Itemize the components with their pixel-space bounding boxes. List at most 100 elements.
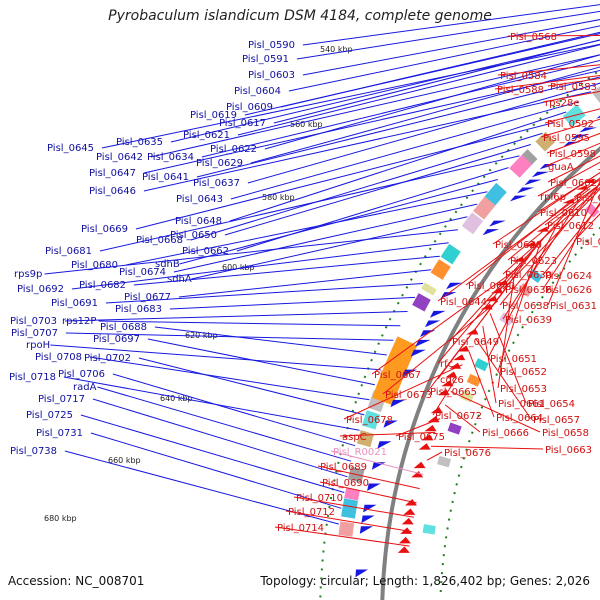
accession-text: Accession: NC_008701 bbox=[8, 574, 144, 588]
feature-block bbox=[351, 489, 353, 499]
leader-line-left bbox=[155, 327, 387, 355]
leader-line-left bbox=[72, 243, 449, 289]
gene-label-left: Pisl_0650 bbox=[170, 230, 217, 241]
forward-gene-arrow bbox=[532, 172, 549, 178]
gene-label-left: rpoH bbox=[26, 340, 50, 351]
gene-label-right: Pisl_0653 bbox=[500, 384, 547, 395]
feature-block bbox=[447, 248, 456, 261]
reverse-gene-arrow bbox=[403, 509, 415, 515]
gene-label-right: Pisl_0616 bbox=[576, 237, 600, 248]
gene-label-left: Pisl_0680 bbox=[71, 260, 118, 271]
leader-line-left bbox=[174, 204, 477, 272]
gene-label-left: Pisl_0646 bbox=[89, 186, 136, 197]
gene-label-right: Pisl_0644 bbox=[440, 297, 487, 308]
forward-gene-arrow bbox=[483, 229, 500, 235]
gene-label-right: Pisl_0666 bbox=[482, 428, 529, 439]
gene-label-left: Pisl_0681 bbox=[45, 246, 92, 257]
gene-label-right: Pisl_0640 bbox=[468, 281, 515, 292]
feature-block-inner bbox=[480, 361, 484, 369]
leader-line-left bbox=[148, 339, 375, 385]
gene-label-right: Pisl_0588 bbox=[497, 85, 544, 96]
gene-label-right: rps28e bbox=[545, 98, 580, 109]
forward-gene-arrow bbox=[361, 516, 374, 524]
feature-block-inner bbox=[589, 207, 595, 213]
feature-block-inner bbox=[472, 376, 476, 384]
forward-gene-arrow bbox=[517, 188, 534, 194]
gene-label-left: Pisl_0725 bbox=[26, 410, 73, 421]
gene-label-left: rps12P bbox=[62, 316, 96, 327]
gene-label-left: Pisl_0603 bbox=[248, 70, 295, 81]
gene-label-right: Pisl_0568 bbox=[510, 32, 557, 43]
feature-block bbox=[468, 217, 478, 231]
gene-label-left: Pisl_0692 bbox=[17, 284, 64, 295]
reverse-gene-arrow bbox=[414, 462, 426, 468]
gene-label-left: Pisl_0691 bbox=[51, 298, 98, 309]
gene-label-left: Pisl_0642 bbox=[96, 152, 143, 163]
reverse-gene-arrow bbox=[425, 425, 437, 431]
gene-label-left: Pisl_0634 bbox=[147, 152, 194, 163]
gene-label-left: Pisl_0617 bbox=[219, 118, 266, 129]
gene-label-left: Pisl_0688 bbox=[100, 322, 147, 333]
gene-label-left: Pisl_0674 bbox=[119, 267, 166, 278]
forward-gene-arrow bbox=[510, 196, 527, 202]
gene-label-right: Pisl_0676 bbox=[444, 448, 491, 459]
scale-label: 680 kbp bbox=[44, 514, 77, 523]
gene-label-left: Pisl_0637 bbox=[193, 178, 240, 189]
leader-line-left bbox=[100, 156, 520, 251]
gene-label-left: Pisl_0738 bbox=[10, 446, 57, 457]
feature-block bbox=[514, 159, 527, 173]
feature-block bbox=[479, 201, 491, 216]
forward-gene-arrow bbox=[489, 221, 506, 227]
gene-label-left: Pisl_0641 bbox=[142, 172, 189, 183]
leader-line-left bbox=[97, 387, 351, 461]
feature-block bbox=[427, 286, 431, 292]
gene-label-right: aspC bbox=[342, 432, 367, 443]
gene-label-left: Pisl_0591 bbox=[242, 54, 289, 65]
gene-label-left: Pisl_0645 bbox=[47, 143, 94, 154]
gene-label-left: Pisl_0682 bbox=[79, 280, 126, 291]
leader-line-left bbox=[170, 297, 415, 309]
gene-label-right: Pisl_0583 bbox=[550, 82, 597, 93]
leader-line-left bbox=[90, 357, 370, 400]
feature-block bbox=[437, 263, 445, 276]
forward-gene-arrow bbox=[367, 484, 381, 492]
circular-genome-diagram: 540 kbp560 kbp580 kbp600 kbp620 kbp640 k… bbox=[0, 0, 600, 600]
forward-gene-arrow bbox=[360, 526, 373, 534]
gene-label-left: Pisl_0604 bbox=[234, 86, 281, 97]
gene-label-left: Pisl_0706 bbox=[58, 369, 105, 380]
gene-label-right: Pisl_0678 bbox=[346, 415, 393, 426]
gene-label-right: Pisl_0673 bbox=[385, 390, 432, 401]
forward-gene-arrow bbox=[430, 311, 446, 318]
gene-label-left: Pisl_0717 bbox=[38, 394, 85, 405]
gene-label-right: Pisl_0652 bbox=[500, 367, 547, 378]
gene-label-right: Pisl_0658 bbox=[542, 428, 589, 439]
feature-block bbox=[490, 188, 501, 201]
gene-label-right: Pisl_0624 bbox=[545, 271, 592, 282]
feature-block bbox=[418, 297, 424, 309]
gene-label-left: Pisl_0643 bbox=[176, 194, 223, 205]
gene-label-left: Pisl_0621 bbox=[183, 130, 230, 141]
gene-label-left: rps9p bbox=[14, 269, 42, 280]
forward-gene-arrow bbox=[596, 114, 600, 119]
gene-label-left: Pisl_0647 bbox=[89, 168, 136, 179]
feature-block bbox=[527, 154, 532, 160]
gene-label-left: Pisl_0635 bbox=[116, 137, 163, 148]
topology-text: Topology: circular; Length: 1,826,402 bp… bbox=[260, 574, 590, 588]
leader-line-left bbox=[93, 399, 348, 477]
forward-gene-arrow bbox=[524, 180, 541, 186]
leader-line-left bbox=[139, 358, 364, 415]
gene-label-left: Pisl_0731 bbox=[36, 428, 83, 439]
reverse-gene-arrow bbox=[419, 443, 431, 449]
feature-block bbox=[348, 500, 351, 518]
feature-block-inner bbox=[429, 525, 430, 534]
gene-label-right: Pisl_0639 bbox=[505, 315, 552, 326]
gene-label-left: Pisl_0703 bbox=[10, 316, 57, 327]
forward-gene-arrow bbox=[446, 283, 462, 290]
gene-label-left: Pisl_0702 bbox=[84, 353, 131, 364]
leader-line-left bbox=[81, 415, 344, 493]
gene-label-left: Pisl_0718 bbox=[9, 372, 56, 383]
reverse-gene-arrow bbox=[398, 546, 410, 553]
reverse-gene-arrow bbox=[399, 537, 411, 544]
gene-label-right: Pisl_R0021 bbox=[333, 447, 387, 458]
scale-label: 580 kbp bbox=[262, 193, 295, 202]
